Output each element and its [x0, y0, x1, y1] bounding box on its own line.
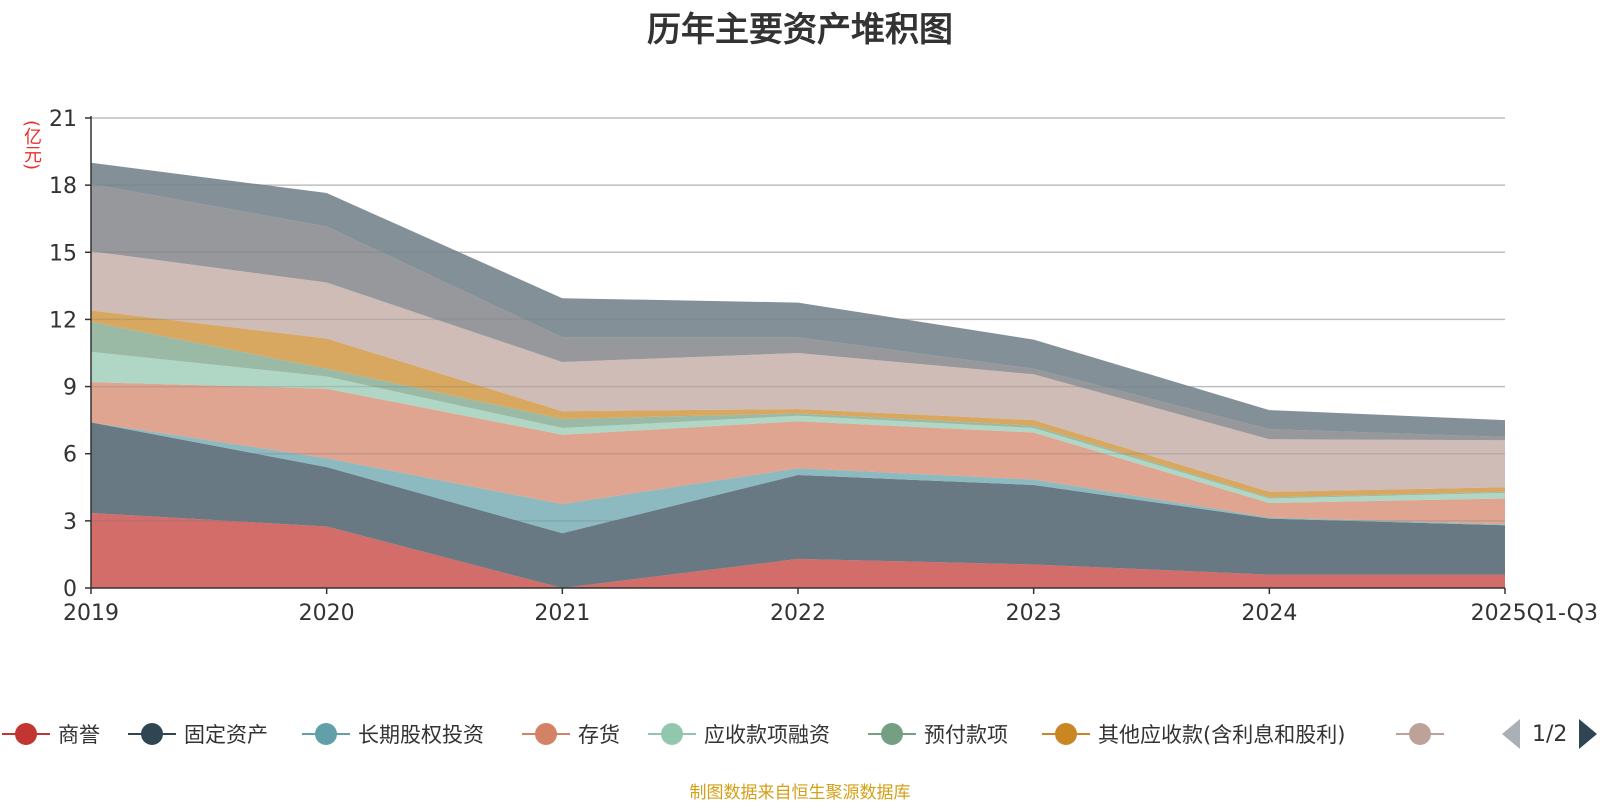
x-tick-label: 2022	[770, 601, 826, 626]
x-tick-label: 2025Q1-Q3	[1471, 601, 1598, 626]
y-tick-label: 21	[49, 107, 77, 132]
legend-marker-icon	[522, 721, 570, 747]
legend-marker-icon	[868, 721, 916, 747]
legend-pager: 1/2	[1502, 716, 1598, 752]
area-series-1[interactable]	[91, 513, 1505, 588]
legend-label: 其他应收款(含利息和股利)	[1098, 723, 1346, 747]
legend-marker-icon	[2, 721, 50, 747]
area-series-5[interactable]	[91, 351, 1505, 503]
y-tick-label: 12	[49, 308, 77, 333]
y-axis-unit-label: (亿元)	[21, 120, 42, 171]
chart-title: 历年主要资产堆积图	[647, 10, 953, 50]
legend-marker-icon	[648, 721, 696, 747]
y-tick-label: 6	[63, 443, 77, 468]
area-series-9[interactable]	[91, 184, 1505, 441]
legend-item-series-8[interactable]	[1396, 716, 1452, 752]
y-tick-label: 0	[63, 577, 77, 602]
y-tick-label: 18	[49, 174, 77, 199]
x-tick-label: 2024	[1241, 601, 1297, 626]
legend-label: 固定资产	[184, 723, 268, 747]
area-series-4[interactable]	[91, 382, 1505, 525]
legend-item-prepayments[interactable]: 预付款项	[868, 716, 1008, 752]
legend-item-goodwill[interactable]: 商誉	[2, 716, 100, 752]
legend-item-receivables-financing[interactable]: 应收款项融资	[648, 716, 830, 752]
area-series-8[interactable]	[91, 251, 1505, 492]
legend: 商誉 固定资产 长期股权投资 存货 应收款项融资 预付款项 其他应收款(含利息和…	[0, 716, 1600, 752]
legend-label: 预付款项	[924, 723, 1008, 747]
area-series-3[interactable]	[91, 422, 1505, 534]
legend-label: 商誉	[58, 723, 100, 747]
legend-marker-icon	[128, 721, 176, 747]
area-series-7[interactable]	[91, 310, 1505, 498]
pager-prev-icon[interactable]	[1502, 719, 1520, 749]
legend-item-other-receivables[interactable]: 其他应收款(含利息和股利)	[1042, 716, 1345, 752]
y-tick-label: 15	[49, 241, 77, 266]
pager-next-icon[interactable]	[1579, 719, 1598, 749]
data-source-note: 制图数据来自恒生聚源数据库	[689, 783, 911, 803]
legend-label: 存货	[578, 723, 620, 747]
legend-marker-icon	[1042, 721, 1090, 747]
area-series-10[interactable]	[91, 162, 1505, 437]
pager-page-indicator: 1/2	[1532, 721, 1568, 747]
legend-label: 长期股权投资	[358, 723, 484, 747]
legend-item-fixed-assets[interactable]: 固定资产	[128, 716, 268, 752]
legend-item-inventory[interactable]: 存货	[522, 716, 620, 752]
legend-marker-icon	[1396, 721, 1444, 747]
y-tick-label: 9	[63, 376, 77, 401]
x-tick-label: 2023	[1006, 601, 1062, 626]
legend-marker-icon	[302, 721, 350, 747]
x-tick-label: 2019	[63, 601, 119, 626]
x-tick-label: 2021	[534, 601, 590, 626]
area-series-2[interactable]	[91, 422, 1505, 588]
y-tick-label: 3	[63, 510, 77, 535]
legend-label: 应收款项融资	[704, 723, 830, 747]
legend-item-long-term-equity[interactable]: 长期股权投资	[302, 716, 484, 752]
x-tick-label: 2020	[299, 601, 355, 626]
